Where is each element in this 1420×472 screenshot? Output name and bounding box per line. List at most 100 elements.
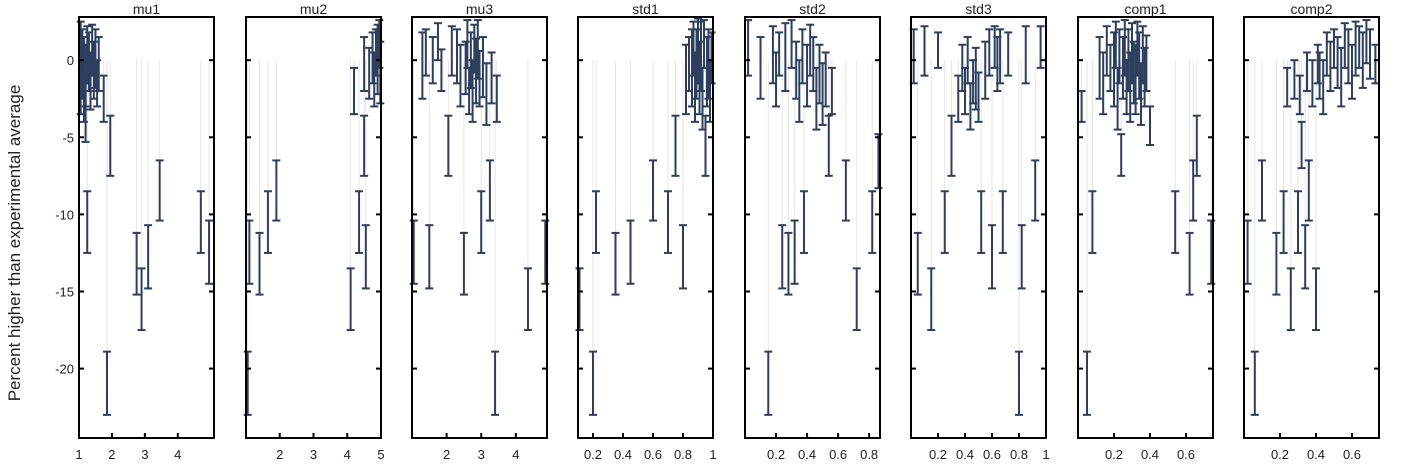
errorbar-comp1-28 bbox=[1185, 231, 1194, 296]
errorbar-std3-18 bbox=[988, 224, 996, 290]
errorbar-comp1-26 bbox=[1146, 105, 1154, 146]
errorbar-mu3-24 bbox=[485, 159, 494, 222]
errorbar-std3-17 bbox=[985, 28, 994, 77]
panel-comp1: 0.2 0.4 0.6 comp1 bbox=[1077, 1, 1216, 462]
errorbar-mu1-18 bbox=[137, 267, 146, 332]
errorbar-std1-6 bbox=[664, 190, 672, 254]
xtick-label-mu2-2: 2 bbox=[276, 447, 283, 462]
ytick-label--20: -20 bbox=[55, 362, 74, 377]
errorbar-std1-7 bbox=[671, 114, 680, 177]
errorbar-mu3-23 bbox=[482, 62, 491, 126]
errorbar-comp1-2 bbox=[1088, 190, 1097, 254]
xtick-label-std1-0.2: 0.2 bbox=[584, 447, 602, 462]
errorbar-std2-1 bbox=[756, 36, 765, 100]
xtick-label-mu1-4: 4 bbox=[174, 447, 181, 462]
errorbar-std3-26 bbox=[1021, 25, 1030, 85]
errorbar-comp2-6 bbox=[1286, 267, 1295, 332]
panel-frame-comp1 bbox=[1077, 16, 1214, 439]
errorbar-mu2-3 bbox=[263, 190, 272, 254]
errorbar-comp2-3 bbox=[1272, 231, 1281, 296]
errorbar-mu3-26 bbox=[491, 350, 500, 416]
errorbar-std3-1 bbox=[913, 231, 922, 296]
errorbar-std1-5 bbox=[649, 159, 657, 222]
errorbar-comp2-1 bbox=[1250, 350, 1259, 416]
errorbar-comp2-5 bbox=[1283, 66, 1292, 108]
errorbar-std2-14 bbox=[799, 190, 808, 254]
panel-title-std2: std2 bbox=[799, 1, 826, 17]
xtick-label-mu2-3: 3 bbox=[310, 447, 317, 462]
errorbar-mu3-27 bbox=[492, 74, 501, 123]
xtick-label-std3-0.2: 0.2 bbox=[929, 447, 947, 462]
errorbar-std3-15 bbox=[977, 190, 986, 254]
panel-comp2: 0.2 0.4 0.6 comp2 bbox=[1243, 1, 1380, 462]
errorbar-mu2-10 bbox=[360, 36, 369, 93]
panel-title-std1: std1 bbox=[632, 1, 659, 17]
xtick-label-mu3-4: 4 bbox=[512, 447, 519, 462]
errorbar-std2-21 bbox=[821, 51, 830, 108]
errorbar-mu2-9 bbox=[361, 224, 370, 290]
errorbar-std1-24 bbox=[707, 31, 716, 85]
panel-frame-mu3 bbox=[411, 16, 548, 439]
errorbar-mu3-3 bbox=[425, 224, 434, 290]
errorbar-std3-3 bbox=[927, 267, 936, 332]
xtick-label-std1-0.8: 0.8 bbox=[674, 447, 692, 462]
panel-frame-std2 bbox=[744, 16, 881, 439]
errorbar-mu1-11 bbox=[94, 36, 103, 93]
errorbar-mu1-15 bbox=[106, 114, 115, 177]
errorbar-mu2-4 bbox=[272, 159, 281, 222]
errorbar-std1-3 bbox=[611, 231, 620, 296]
errorbar-mu1-22 bbox=[205, 219, 214, 285]
errorbar-mu3-0 bbox=[409, 219, 418, 285]
errorbar-std2-9 bbox=[787, 19, 796, 69]
errorbar-comp2-11 bbox=[1301, 224, 1310, 290]
xtick-label-std2-0.4: 0.4 bbox=[798, 447, 816, 462]
errorbar-mu2-8 bbox=[360, 114, 369, 177]
panel-title-mu2: mu2 bbox=[300, 1, 327, 17]
errorbar-mu2-2 bbox=[255, 231, 264, 296]
errorbar-mu1-12 bbox=[81, 71, 90, 143]
errorbar-mu1-21 bbox=[196, 190, 205, 254]
errorbar-mu3-7 bbox=[444, 114, 453, 177]
ytick-label--10: -10 bbox=[55, 207, 74, 222]
errorbar-std1-8 bbox=[679, 224, 687, 290]
panel-mu1: 1 2 3 4 mu1 bbox=[75, 1, 215, 462]
errorbar-std3-28 bbox=[1036, 25, 1045, 69]
xtick-label-std1-1: 1 bbox=[709, 447, 716, 462]
xtick-label-std3-1: 1 bbox=[1042, 447, 1049, 462]
errorbar-std2-10 bbox=[790, 219, 799, 285]
xtick-label-std1-0.4: 0.4 bbox=[614, 447, 632, 462]
errorbar-std2-7 bbox=[781, 22, 790, 93]
panel-mu2: 2 3 4 5 mu2 bbox=[243, 1, 385, 462]
errorbar-comp2-8 bbox=[1294, 190, 1302, 254]
xtick-label-std3-0.6: 0.6 bbox=[983, 447, 1001, 462]
errorbar-mu3-28 bbox=[523, 267, 532, 332]
errorbar-mu3-21 bbox=[477, 190, 486, 254]
xtick-label-comp1-0.2: 0.2 bbox=[1105, 447, 1123, 462]
errorbar-comp1-30 bbox=[1192, 114, 1201, 177]
errorbar-std2-26 bbox=[868, 190, 877, 254]
y-axis-label: Percent higher than experimental average bbox=[5, 85, 24, 402]
errorbar-comp2-9 bbox=[1295, 74, 1304, 116]
errorbar-std3-25 bbox=[1017, 224, 1026, 290]
errorbar-std3-14 bbox=[974, 71, 983, 123]
errorbar-mu1-10 bbox=[93, 59, 102, 108]
panel-frame-std3 bbox=[910, 16, 1047, 439]
errorbar-mu2-0 bbox=[243, 350, 252, 416]
panel-title-comp2: comp2 bbox=[1290, 1, 1332, 17]
errorbar-std2-2 bbox=[764, 350, 773, 416]
errorbar-mu3-25 bbox=[487, 51, 496, 105]
errorbar-std1-1 bbox=[589, 350, 597, 416]
ytick-label-0: 0 bbox=[67, 53, 74, 68]
errorbar-std1-2 bbox=[592, 190, 600, 254]
errorbar-std2-13 bbox=[798, 28, 807, 85]
errorbar-std1-0 bbox=[575, 267, 584, 332]
xtick-label-mu2-5: 5 bbox=[377, 447, 384, 462]
panel-title-mu3: mu3 bbox=[466, 1, 493, 17]
errorbar-std3-21 bbox=[996, 28, 1005, 85]
panel-mu3: 2 3 4 mu3 bbox=[409, 1, 550, 462]
xtick-label-mu2-4: 4 bbox=[344, 447, 351, 462]
errorbar-mu1-16 bbox=[102, 350, 111, 416]
errorbar-mu1-17 bbox=[132, 231, 141, 296]
errorbar-std3-27 bbox=[1031, 159, 1040, 222]
